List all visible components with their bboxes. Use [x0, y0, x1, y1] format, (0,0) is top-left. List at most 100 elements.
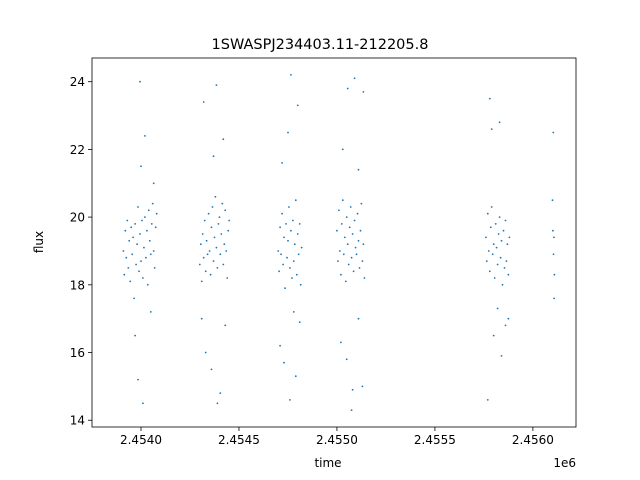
data-point — [228, 219, 231, 222]
data-point — [292, 260, 295, 262]
plot-frame — [91, 57, 577, 428]
chart-title: 1SWASPJ234403.11-212205.8 — [212, 37, 429, 53]
data-point — [289, 267, 291, 269]
data-point — [152, 182, 155, 185]
y-tick-label: 16 — [70, 346, 85, 360]
data-point — [134, 334, 137, 337]
data-point — [336, 229, 338, 232]
data-point — [348, 226, 351, 229]
data-point — [553, 273, 556, 276]
data-point — [355, 253, 358, 256]
data-point — [345, 358, 348, 361]
x-tick-label: 2.4560 — [512, 433, 554, 447]
data-point — [346, 243, 349, 246]
data-point — [283, 361, 285, 364]
data-point — [488, 270, 491, 273]
data-point — [137, 378, 139, 381]
data-point — [361, 260, 364, 262]
data-point — [227, 229, 230, 232]
data-point — [507, 317, 510, 320]
data-point — [284, 287, 286, 290]
data-point — [206, 253, 209, 256]
data-point — [345, 216, 348, 219]
data-point — [505, 260, 508, 262]
data-point — [155, 212, 158, 215]
data-point — [222, 263, 225, 266]
data-point — [211, 206, 214, 208]
data-point — [139, 233, 141, 235]
data-point — [360, 202, 363, 205]
data-point — [280, 253, 282, 256]
data-point — [357, 168, 360, 171]
data-point — [344, 280, 347, 283]
data-point — [212, 155, 215, 158]
data-point — [351, 388, 354, 391]
data-point — [202, 101, 205, 103]
data-point — [149, 311, 152, 313]
data-point — [350, 256, 353, 259]
data-point — [130, 226, 133, 229]
data-point — [131, 253, 134, 256]
data-point — [492, 243, 495, 246]
data-point — [290, 229, 292, 232]
data-point — [222, 138, 225, 141]
data-point — [208, 250, 211, 252]
x-tick-label: 2.4540 — [120, 433, 162, 447]
data-point — [339, 250, 341, 252]
data-point — [553, 297, 555, 300]
data-point — [152, 250, 155, 252]
data-point — [363, 277, 366, 279]
data-point — [201, 233, 204, 235]
data-point — [489, 226, 492, 229]
data-point — [202, 256, 205, 259]
data-point — [146, 229, 148, 232]
data-point — [142, 402, 144, 405]
data-point — [490, 206, 493, 208]
y-tick-label: 20 — [70, 211, 85, 225]
data-point — [214, 195, 217, 198]
data-point — [283, 236, 285, 239]
data-point — [151, 202, 154, 205]
data-point — [123, 273, 126, 276]
data-point — [136, 243, 139, 246]
data-point — [279, 344, 281, 347]
data-point — [350, 409, 353, 411]
data-point — [147, 209, 150, 212]
data-point — [341, 199, 344, 202]
data-point — [340, 273, 342, 276]
data-point — [359, 229, 362, 232]
data-point — [291, 277, 293, 279]
data-point — [498, 121, 501, 124]
data-point — [346, 87, 349, 90]
data-point — [217, 223, 220, 225]
data-point — [218, 216, 221, 219]
data-point — [279, 226, 281, 229]
data-point — [487, 250, 490, 252]
data-point — [146, 283, 149, 286]
y-tick-label: 24 — [70, 75, 85, 89]
data-point — [278, 270, 280, 273]
data-point — [296, 104, 299, 107]
data-point — [281, 162, 283, 164]
data-point — [150, 223, 153, 225]
data-point — [149, 253, 152, 256]
data-point — [125, 256, 128, 259]
data-point — [140, 260, 142, 262]
data-point — [357, 317, 360, 320]
data-point — [215, 84, 218, 86]
data-point — [294, 199, 297, 202]
data-point — [486, 212, 489, 215]
data-point — [347, 263, 350, 266]
data-point — [495, 246, 498, 249]
data-point — [343, 236, 346, 239]
data-point — [485, 260, 488, 262]
data-point — [340, 223, 343, 225]
data-point — [224, 324, 227, 327]
x-axis-ticks: 2.4540 2.4545 2.4550 2.4555 2.4560 — [120, 427, 554, 447]
data-point — [300, 246, 303, 249]
x-tick-label: 2.4550 — [316, 433, 358, 447]
data-point — [298, 321, 301, 323]
data-point — [224, 209, 227, 212]
data-point — [293, 243, 296, 246]
